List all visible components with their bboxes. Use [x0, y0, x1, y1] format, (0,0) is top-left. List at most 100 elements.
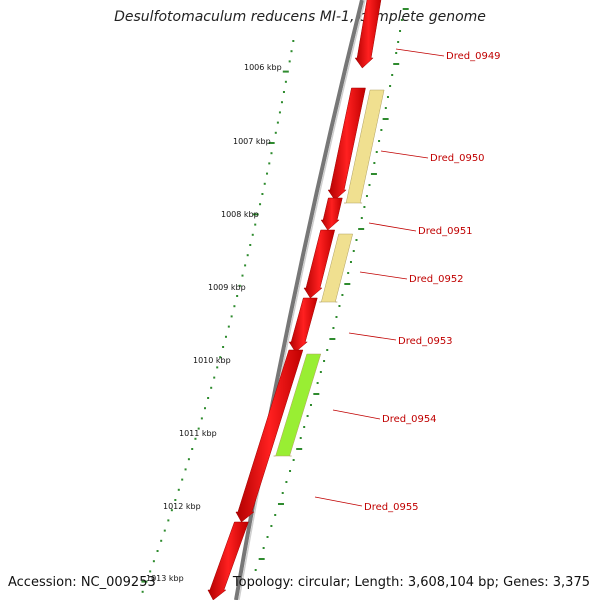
gc-dot [270, 152, 273, 155]
gc-dot [400, 19, 403, 21]
gc-dot [200, 417, 203, 420]
genome-backbone-highlight [238, 0, 366, 600]
gc-dot [393, 63, 400, 65]
accession-text: Accession: NC_009253 [8, 575, 156, 590]
gc-dot [249, 244, 252, 246]
gene-feature-block[interactable] [319, 233, 354, 303]
gc-dot [332, 327, 335, 329]
gc-dot [266, 536, 269, 538]
gc-dot [284, 80, 287, 83]
gene-label[interactable]: Dred_0950 [430, 153, 485, 164]
gene-arrow[interactable] [354, 0, 382, 69]
gc-dot [244, 264, 247, 267]
gc-dot [375, 151, 378, 153]
gene-label[interactable]: Dred_0952 [409, 274, 464, 285]
tick-label: 1008 kbp [221, 210, 259, 219]
gene-arrow[interactable] [288, 297, 318, 353]
gc-dot [230, 315, 233, 318]
tick-label: 1011 kbp [179, 429, 217, 438]
gc-dot [378, 140, 381, 142]
gc-dot [355, 239, 358, 241]
gc-dot [216, 366, 219, 369]
gc-dot [251, 233, 254, 236]
gene-arrow[interactable] [303, 229, 336, 299]
gene-arrow[interactable] [320, 197, 343, 231]
gene-label[interactable]: Dred_0951 [418, 226, 473, 237]
gc-dot [329, 338, 336, 340]
gc-track-inner [141, 40, 295, 593]
gene-label[interactable]: Dred_0949 [446, 51, 501, 62]
gc-dot [282, 91, 285, 93]
gc-dot [282, 70, 289, 73]
gc-dot [338, 305, 341, 307]
gc-dot [395, 52, 398, 54]
gc-track-outer [254, 8, 409, 571]
gc-dot [319, 371, 322, 373]
gc-dot [219, 356, 222, 359]
gc-dot [323, 360, 326, 362]
gc-dot [399, 30, 402, 32]
gc-dot [210, 386, 213, 389]
gene-features [207, 0, 385, 600]
gc-dot [347, 272, 350, 274]
gc-dot [292, 459, 295, 461]
gc-dot [184, 468, 187, 471]
gc-dot [141, 580, 148, 583]
gc-dot [262, 547, 265, 549]
gc-dot [170, 509, 173, 512]
gc-dot [194, 437, 197, 440]
gc-dot [278, 111, 281, 114]
gc-dot [370, 173, 377, 175]
gc-dot [341, 294, 344, 296]
gc-dot [380, 129, 383, 131]
gene-arrow[interactable] [327, 87, 366, 201]
gene-label[interactable]: Dred_0955 [364, 502, 419, 513]
gc-dot [222, 346, 225, 348]
gc-dot [360, 217, 363, 219]
gc-dot [149, 570, 152, 573]
gc-dot [213, 376, 216, 379]
gc-dot [288, 60, 291, 63]
gene-label[interactable]: Dred_0954 [382, 414, 437, 425]
tick-label: 1010 kbp [193, 356, 231, 365]
gc-dot [254, 569, 257, 571]
gc-dot [233, 305, 236, 308]
gc-dot [259, 203, 262, 206]
gc-dot [365, 195, 368, 197]
gc-dot [197, 427, 200, 430]
gc-dot [397, 41, 400, 43]
gc-dot [252, 213, 259, 216]
gc-dot [274, 514, 277, 516]
gc-dot [363, 206, 366, 208]
gc-dot [274, 131, 277, 134]
gc-dot [296, 448, 303, 450]
gc-dot [270, 525, 273, 527]
gc-dot [152, 560, 155, 563]
gc-dot [285, 481, 288, 483]
gc-dot [402, 8, 409, 10]
gc-dot [224, 335, 227, 338]
gc-dot [358, 228, 365, 230]
gc-dot [258, 558, 265, 560]
gc-dot [187, 458, 190, 461]
gc-dot [207, 397, 210, 399]
gene-feature-block[interactable] [273, 353, 322, 457]
gc-dot [238, 284, 241, 287]
gc-dot [268, 162, 271, 165]
gc-dot [254, 223, 257, 226]
tick-label: 1009 kbp [208, 283, 246, 292]
gc-dot [280, 101, 283, 104]
gc-dot [386, 96, 389, 98]
tick-label: 1012 kbp [163, 502, 201, 511]
gc-dot [349, 261, 352, 263]
gc-dot [281, 492, 284, 494]
gene-label[interactable]: Dred_0953 [398, 336, 453, 347]
gene-feature-block[interactable] [344, 89, 385, 204]
gc-dot [246, 254, 249, 257]
gene-arrow[interactable] [235, 349, 304, 523]
gc-dot [163, 529, 166, 532]
gene-arrow[interactable] [207, 521, 249, 600]
tick-label: 1013 kbp [146, 574, 184, 583]
gc-dot [391, 74, 394, 76]
gc-dot [174, 499, 177, 501]
